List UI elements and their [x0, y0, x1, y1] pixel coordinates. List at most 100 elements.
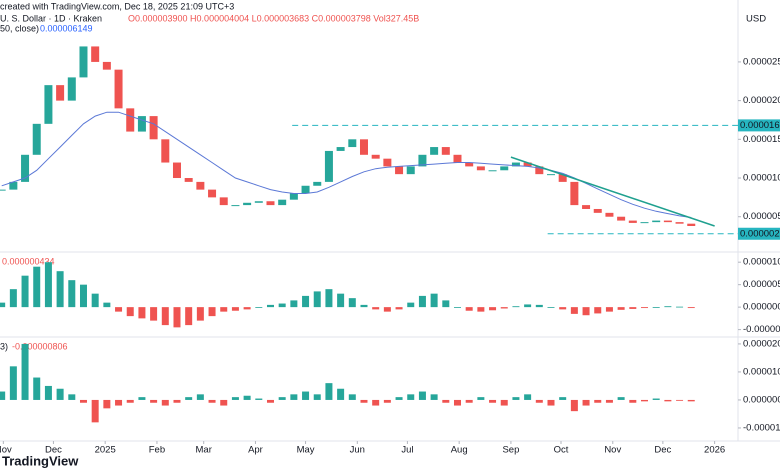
histogram-bar [640, 399, 648, 402]
histogram-bar [243, 395, 251, 400]
histogram-bar [266, 304, 274, 308]
histogram-bar [115, 307, 123, 312]
histogram-bar [9, 289, 17, 308]
candle [570, 181, 579, 206]
histogram-bar [348, 298, 356, 308]
candle [126, 108, 135, 132]
histogram-bar [570, 399, 578, 412]
histogram-bar [103, 302, 111, 308]
histogram-bar [266, 399, 274, 403]
histogram-bar [138, 307, 146, 319]
histogram-bar [33, 266, 41, 308]
histogram-bar [500, 399, 508, 406]
histogram-bar [594, 307, 602, 314]
histogram-bar [570, 307, 578, 314]
histogram-bar [33, 377, 41, 400]
histogram-bar [477, 397, 485, 400]
histogram-bar [418, 391, 426, 400]
candle [114, 69, 123, 109]
histogram-bar [150, 307, 158, 321]
histogram-bar [161, 307, 169, 326]
histogram-bar [208, 399, 216, 403]
candle [628, 220, 637, 223]
candle [301, 185, 310, 194]
candle [593, 208, 602, 213]
level-label: 0.0000168 [740, 120, 780, 131]
histogram-bar [629, 399, 637, 403]
x-tick-label: Aug [451, 445, 468, 456]
histogram-bar [220, 307, 228, 312]
histogram-bar [0, 302, 6, 308]
x-tick-label: Jul [401, 445, 413, 456]
x-tick-label: Dec [654, 445, 671, 456]
histogram-bar [220, 399, 228, 406]
candle [687, 223, 696, 227]
candle [546, 174, 555, 176]
histogram-bar [395, 307, 403, 310]
candle [418, 154, 427, 167]
histogram-bar [360, 399, 368, 403]
candle [184, 178, 193, 182]
candle [359, 139, 368, 155]
histogram-bar [173, 399, 181, 403]
level-label: 0.0000028 [740, 228, 780, 239]
histogram-bar [453, 399, 461, 406]
candle [324, 150, 333, 182]
candle [313, 181, 322, 186]
histogram-bar [594, 399, 602, 403]
candle [617, 216, 626, 221]
histogram-bar [325, 289, 333, 308]
histogram-bar [617, 397, 625, 400]
histogram-bar [418, 295, 426, 308]
histogram-bar [325, 383, 333, 400]
candle [137, 116, 146, 132]
x-tick-label: Oct [554, 445, 569, 456]
histogram-bar [617, 307, 625, 310]
histogram-bar [676, 306, 684, 308]
candle [79, 46, 88, 78]
histogram-bar [290, 394, 298, 400]
pane-value: 0.000000434 [2, 256, 55, 266]
candle [172, 162, 181, 179]
pane-prefix: 3) [0, 341, 8, 351]
histogram-bar [442, 300, 450, 308]
histogram-bar [126, 307, 134, 317]
histogram-bar [255, 398, 263, 400]
candle [348, 139, 357, 148]
histogram-bar [430, 293, 438, 308]
histogram-bar [512, 397, 520, 400]
histogram-bar [103, 399, 111, 409]
histogram-bar [664, 399, 672, 402]
histogram-bar [68, 394, 76, 400]
candle [488, 170, 497, 172]
candle [395, 166, 404, 175]
histogram-bar [395, 397, 403, 400]
histogram-bar [231, 397, 239, 400]
histogram-bar [208, 307, 216, 317]
candle [605, 212, 614, 217]
candle [465, 162, 474, 167]
histogram-bar [407, 394, 415, 400]
histogram-bar [243, 307, 251, 310]
candle [67, 77, 76, 101]
x-tick-label: Dec [45, 445, 62, 456]
histogram-bar [605, 399, 613, 403]
histogram-bar [337, 293, 345, 308]
histogram-bar [196, 307, 204, 321]
histogram-bar [231, 307, 239, 311]
histogram-bar [21, 343, 29, 400]
histogram-bar [360, 304, 368, 308]
histogram-bar [465, 399, 473, 403]
histogram-bar [477, 307, 485, 312]
histogram-bar [652, 307, 660, 308]
histogram-bar [442, 399, 450, 403]
histogram-bar [687, 399, 695, 402]
histogram-bar [535, 399, 543, 403]
footer-logo: TradingView [2, 453, 79, 468]
histogram-bar [676, 399, 684, 401]
